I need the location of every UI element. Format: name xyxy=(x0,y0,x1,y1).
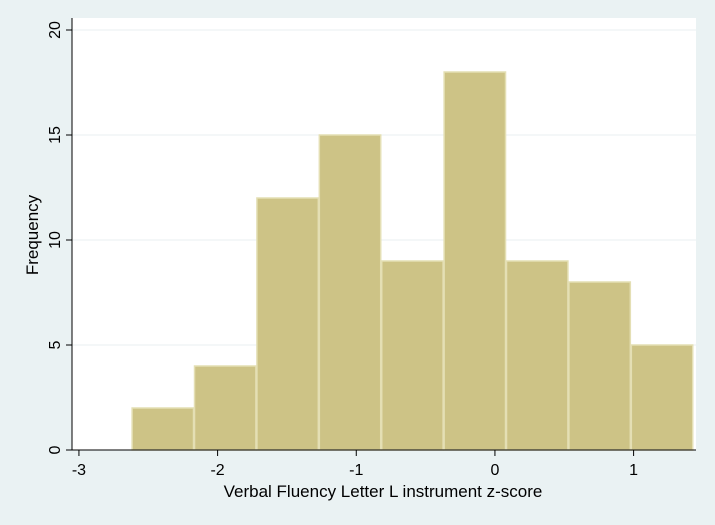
histogram-bar-7 xyxy=(505,260,569,451)
y-tick-label: 15 xyxy=(47,126,64,144)
histogram-bar-1 xyxy=(131,407,195,451)
histogram-bar-5 xyxy=(380,260,444,451)
x-tick-label: 0 xyxy=(490,462,499,479)
y-tick-label: 0 xyxy=(47,445,64,454)
y-axis-title: Frequency xyxy=(23,194,42,275)
x-tick-label: 1 xyxy=(629,462,638,479)
x-tick-label: -2 xyxy=(210,462,224,479)
x-tick-label: -3 xyxy=(72,462,86,479)
histogram-bar-8 xyxy=(568,281,632,451)
histogram-bar-3 xyxy=(256,197,320,451)
histogram-bar-6 xyxy=(443,71,507,451)
y-tick-label: 10 xyxy=(47,231,64,249)
y-tick-label: 20 xyxy=(47,21,64,39)
x-axis-title: Verbal Fluency Letter L instrument z-sco… xyxy=(224,482,543,501)
y-tick-label: 5 xyxy=(47,340,64,349)
y-axis-ticks: 0 5 10 15 20 xyxy=(47,21,72,454)
x-axis-ticks: -3 -2 -1 0 1 xyxy=(72,450,638,479)
histogram-bar-9 xyxy=(630,344,694,451)
histogram-bar-4 xyxy=(318,134,382,451)
histogram-bar-2 xyxy=(193,365,257,451)
x-tick-label: -1 xyxy=(349,462,363,479)
